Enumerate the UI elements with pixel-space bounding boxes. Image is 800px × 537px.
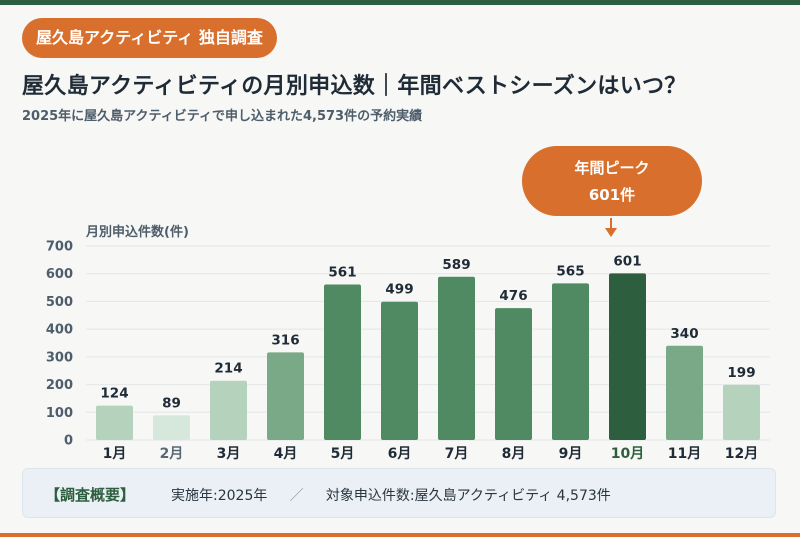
y-tick-label: 500	[46, 295, 73, 310]
bar	[495, 308, 532, 440]
bar-value-label: 214	[214, 361, 242, 377]
y-tick-label: 0	[64, 434, 73, 449]
y-tick-label: 700	[46, 240, 73, 255]
x-tick-label: 2月	[160, 446, 184, 462]
page-subtitle: 2025年に屋久島アクティビティで申し込まれた4,573件の予約実績	[22, 109, 423, 124]
top-accent-bar	[0, 0, 800, 5]
bar	[723, 384, 760, 440]
survey-summary-box: 【調査概要】 実施年:2025年 ／ 対象申込件数:屋久島アクティビティ 4,5…	[22, 468, 776, 518]
bottom-accent-bar	[0, 533, 800, 537]
bar	[381, 301, 418, 440]
bar	[438, 276, 475, 440]
x-tick-label: 12月	[725, 446, 758, 462]
survey-summary-text: 実施年:2025年 ／ 対象申込件数:屋久島アクティビティ 4,573件	[171, 485, 611, 505]
peak-callout-label: 年間ピーク	[574, 159, 650, 177]
bar	[324, 284, 361, 440]
bar	[609, 273, 646, 440]
y-axis-label: 月別申込件数(件)	[86, 225, 189, 240]
bar-value-label: 476	[499, 288, 527, 304]
bar	[96, 405, 133, 440]
x-tick-label: 11月	[668, 446, 701, 462]
x-tick-label: 3月	[217, 446, 241, 462]
bar	[210, 380, 247, 440]
bar	[153, 415, 190, 440]
peak-callout-value: 601件	[588, 186, 636, 204]
x-tick-label: 8月	[502, 446, 526, 462]
survey-summary-tag: 【調査概要】	[45, 486, 136, 504]
summary-separator: ／	[289, 488, 304, 504]
bar-value-label: 565	[556, 263, 584, 279]
survey-year: 実施年:2025年	[171, 488, 268, 504]
bar-value-label: 316	[271, 332, 299, 348]
bar-value-label: 124	[100, 386, 128, 402]
y-tick-label: 400	[46, 323, 73, 338]
peak-callout: 年間ピーク 601件	[522, 146, 702, 216]
bar	[666, 345, 703, 440]
x-tick-label: 7月	[445, 446, 469, 462]
bar	[267, 352, 304, 440]
page-title: 屋久島アクティビティの月別申込数｜年間ベストシーズンはいつ？	[22, 74, 687, 99]
x-tick-label: 6月	[388, 446, 412, 462]
survey-badge: 屋久島アクティビティ 独自調査	[22, 18, 277, 58]
survey-count: 対象申込件数:屋久島アクティビティ 4,573件	[325, 488, 611, 504]
x-tick-label: 9月	[559, 446, 583, 462]
peak-arrow-icon	[605, 228, 617, 237]
bar-value-label: 589	[442, 257, 470, 273]
x-tick-label: 1月	[103, 446, 127, 462]
y-tick-label: 100	[46, 406, 73, 421]
y-tick-label: 600	[46, 267, 73, 282]
bar-value-label: 601	[613, 253, 641, 269]
y-tick-label: 200	[46, 378, 73, 393]
peak-arrow-line	[610, 218, 612, 228]
bar-value-label: 561	[328, 265, 356, 281]
x-tick-label: 10月	[611, 446, 644, 462]
y-tick-label: 300	[46, 350, 73, 365]
bar-value-label: 499	[385, 282, 413, 298]
bar	[552, 283, 589, 440]
bar-value-label: 89	[162, 395, 181, 411]
bar-value-label: 340	[670, 326, 698, 342]
monthly-bar-chart: 0 100 200 300 400 500 600 700 124 1月 89 2月 214 3月 316 4…	[46, 240, 770, 462]
bar-value-label: 199	[727, 365, 755, 381]
x-tick-label: 4月	[274, 446, 298, 462]
x-tick-label: 5月	[331, 446, 355, 462]
